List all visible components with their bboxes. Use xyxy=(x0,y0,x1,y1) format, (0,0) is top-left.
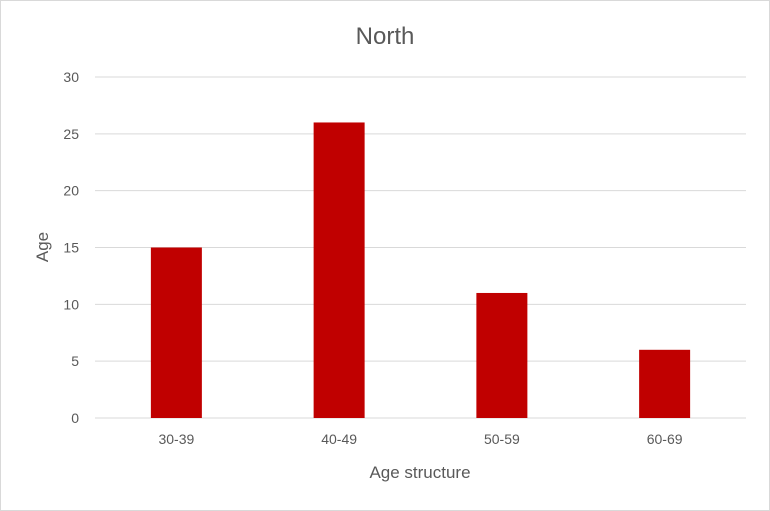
bar-60-69 xyxy=(639,349,691,418)
bars xyxy=(150,122,691,418)
y-tick-label: 30 xyxy=(63,69,79,85)
bar-50-59 xyxy=(476,292,528,418)
x-tick-label: 30-39 xyxy=(158,431,194,447)
y-axis-title: Age xyxy=(33,232,52,262)
x-tick-label: 50-59 xyxy=(484,431,520,447)
bar-40-49 xyxy=(313,122,365,418)
y-tick-label: 25 xyxy=(63,126,79,142)
y-axis-ticks: 0 5 10 15 20 25 30 xyxy=(63,69,79,426)
chart-title: North xyxy=(356,23,415,50)
x-tick-label: 40-49 xyxy=(321,431,357,447)
y-tick-label: 5 xyxy=(71,353,79,369)
x-axis-ticks: 30-39 40-49 50-59 60-69 xyxy=(158,431,682,447)
y-tick-label: 20 xyxy=(63,183,79,199)
x-tick-label: 60-69 xyxy=(647,431,683,447)
x-axis-title: Age structure xyxy=(369,463,470,482)
y-tick-label: 15 xyxy=(63,240,79,256)
y-tick-label: 10 xyxy=(63,296,79,312)
y-tick-label: 0 xyxy=(71,410,79,426)
gridlines xyxy=(95,76,746,419)
bar-30-39 xyxy=(150,247,202,418)
